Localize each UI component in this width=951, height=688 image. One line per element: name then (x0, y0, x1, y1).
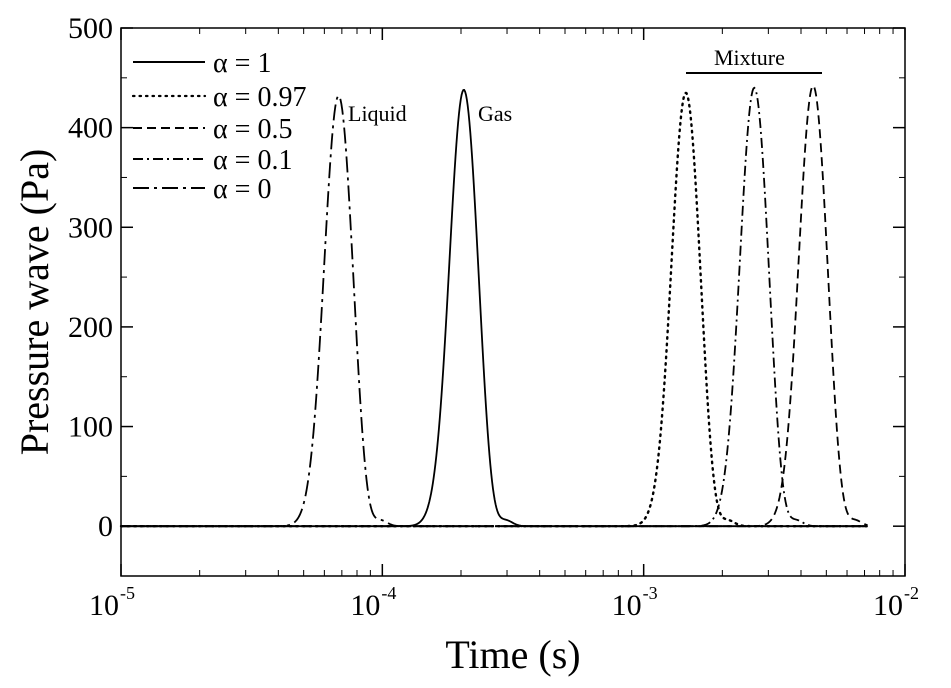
y-axis-title: Pressure wave (Pa) (12, 149, 57, 456)
legend-label-alpha-0.97: α = 0.97 (213, 82, 306, 113)
y-tick-label: 100 (68, 411, 113, 444)
plot-frame (120, 27, 906, 577)
series-group (119, 85, 869, 528)
y-axis-ticks: 0 100 200 300 400 500 (68, 12, 905, 577)
annotation-liquid: Liquid (348, 101, 407, 126)
x-tick-label-exponent: -3 (643, 583, 658, 603)
series-line-4 (121, 94, 868, 528)
annotation-gas: Gas (478, 101, 512, 126)
y-tick-label: 0 (98, 510, 113, 543)
legend-label-alpha-0: α = 0 (213, 174, 271, 205)
legend-label-alpha-1: α = 1 (213, 48, 271, 79)
y-tick-label: 500 (68, 12, 113, 45)
annotation-mixture: Mixture (714, 45, 785, 70)
legend-label-alpha-0.5: α = 0.5 (213, 114, 292, 145)
x-axis-ticks: 10 -5 10 -4 10 -3 10 -2 (89, 28, 919, 622)
x-tick-label-base: 10 (89, 589, 119, 622)
legend: α = 1 α = 0.97 α = 0.5 α = 0.1 α = 0 (131, 48, 306, 205)
x-axis-title: Time (s) (445, 632, 580, 677)
x-tick-label-exponent: -4 (381, 583, 396, 603)
y-tick-label: 200 (68, 311, 113, 344)
x-tick-label-exponent: -2 (904, 583, 919, 603)
legend-label-alpha-0.1: α = 0.1 (213, 145, 292, 176)
x-tick-label-base: 10 (350, 589, 380, 622)
y-tick-label: 300 (68, 211, 113, 244)
x-tick-label-base: 10 (873, 589, 903, 622)
y-tick-label: 400 (68, 112, 113, 145)
x-tick-label-exponent: -5 (120, 583, 135, 603)
x-tick-label-base: 10 (612, 589, 642, 622)
